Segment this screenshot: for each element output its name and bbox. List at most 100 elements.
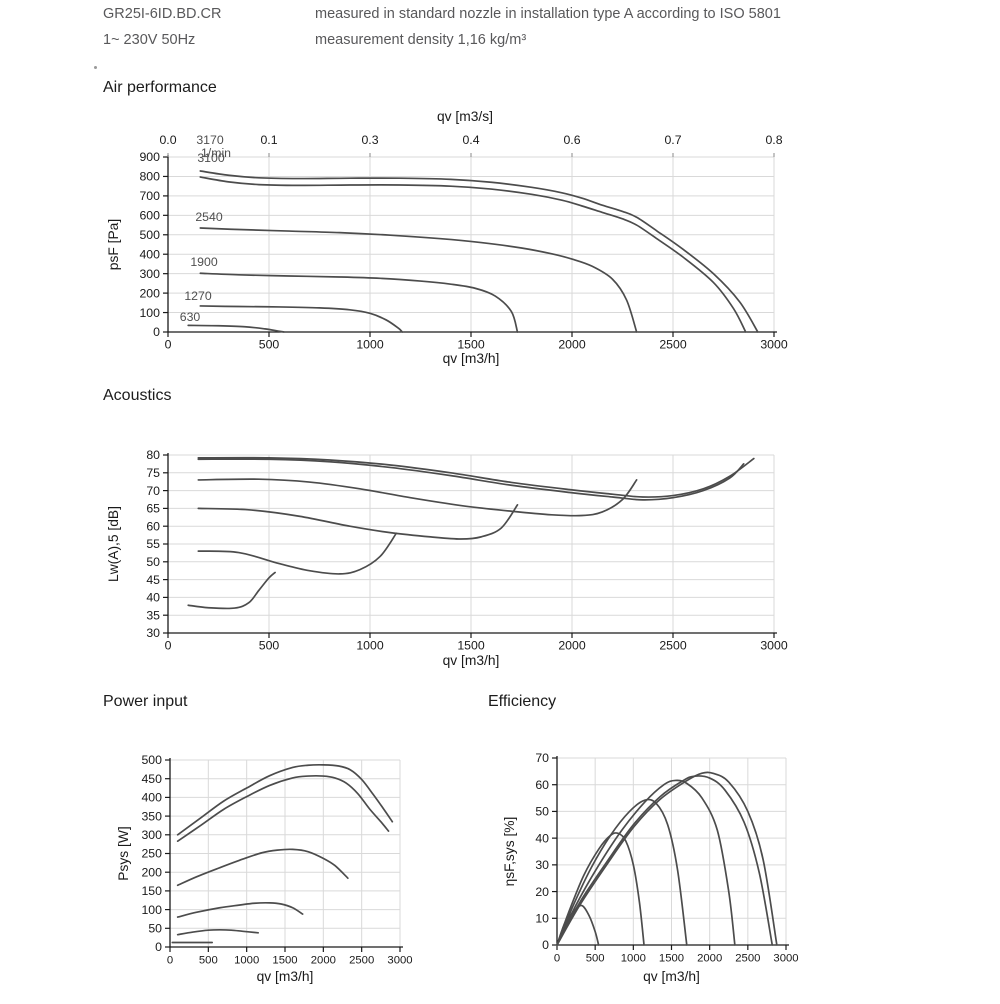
y-tick-label: 70 [146,484,160,498]
curve-label: 630 [180,310,201,324]
x-tick-label: 0 [165,338,172,352]
x-tick-label: 0 [554,953,560,965]
y-tick-label: 400 [141,791,162,805]
section-title-power-input: Power input [103,693,188,710]
curve-2540-1-min [176,848,349,887]
curve-1900-1-min [199,272,519,333]
curve-3100-1-min [176,774,390,843]
y-tick-label: 40 [146,591,160,605]
y-tick-label: 250 [141,847,162,861]
curve-1900-1-min [197,503,519,540]
y-tick-label: 55 [146,537,160,551]
y-tick-label: 50 [146,555,160,569]
chart-air [163,153,777,337]
y-tick-label: 300 [139,267,160,281]
x-axis-label: qv [m3/h] [643,969,700,984]
y-tick-label: 75 [146,466,160,480]
y-tick-label: 30 [146,626,160,640]
x-tick-label: 1000 [356,639,384,653]
chart-efficiency [552,756,789,950]
y-axis-label: Psys [W] [116,826,131,880]
y-tick-label: 150 [141,884,162,898]
y-tick-label: 20 [535,885,549,899]
curve-3170-1-min [176,763,394,836]
y-tick-label: 900 [139,150,160,164]
y-axis-label: Lw(A),5 [dB] [106,506,121,582]
y-tick-label: 300 [141,828,162,842]
x-tick-label: 1000 [234,955,259,967]
x-tick-label: 1500 [457,639,485,653]
curve-3100-1-min [199,176,747,333]
top-tick-label: 0.4 [462,133,479,147]
y-tick-label: 50 [148,922,162,936]
top-tick-label: 0.3 [361,133,378,147]
x-tick-label: 1500 [272,955,297,967]
x-tick-label: 500 [586,953,605,965]
y-tick-label: 45 [146,573,160,587]
y-tick-label: 200 [139,286,160,300]
section-title-air-performance: Air performance [103,79,217,96]
y-tick-label: 450 [141,772,162,786]
power-supply: 1~ 230V 50Hz [103,32,196,48]
x-tick-label: 0 [165,639,172,653]
y-tick-label: 100 [139,306,160,320]
x-tick-label: 2000 [558,639,586,653]
x-tick-label: 2000 [558,338,586,352]
curve-1900-1-min [176,901,304,918]
y-tick-label: 60 [535,778,549,792]
y-tick-label: 0 [155,940,162,954]
y-tick-label: 400 [139,247,160,261]
x-tick-label: 3000 [773,953,798,965]
x-tick-label: 3000 [387,955,412,967]
curve-label: 3170 [196,133,224,147]
x-axis-label: qv [m3/h] [443,351,500,366]
curve-label: 3100 [197,151,225,165]
x-tick-label: 500 [259,639,280,653]
x-tick-label: 1500 [659,953,684,965]
section-title-efficiency: Efficiency [488,693,557,710]
y-axis-label: psF [Pa] [106,219,121,270]
measurement-note: measured in standard nozzle in installat… [315,6,781,22]
y-axis-label: ηsF,sys [%] [502,817,517,887]
y-tick-label: 35 [146,608,160,622]
x-tick-label: 2500 [659,639,687,653]
y-tick-label: 10 [535,911,549,925]
x-tick-label: 0 [167,955,173,967]
curve-label: 1270 [184,289,212,303]
top-tick-label: 0.1 [260,133,277,147]
curve-label: 1900 [190,255,218,269]
x-tick-label: 1000 [621,953,646,965]
x-tick-label: 500 [259,338,280,352]
y-tick-label: 40 [535,831,549,845]
y-tick-label: 500 [139,228,160,242]
chart-acoustics [163,453,777,638]
y-tick-label: 700 [139,189,160,203]
density-note: measurement density 1,16 kg/m³ [315,32,527,48]
x-axis-label: qv [m3/h] [443,653,500,668]
chart-power [165,758,403,952]
x-tick-label: 1000 [356,338,384,352]
y-tick-label: 500 [141,753,162,767]
curve-3170-1-min [199,170,759,333]
y-tick-label: 350 [141,809,162,823]
x-tick-label: 2500 [735,953,760,965]
curve-1900-1-min [556,798,688,946]
top-tick-label: 0.0 [159,133,176,147]
curve-1270-1-min [556,832,645,946]
x-tick-label: 1500 [457,338,485,352]
curve-1270-1-min [199,305,404,333]
curve-2540-1-min [199,227,638,333]
x-tick-label: 3000 [760,639,788,653]
y-tick-label: 200 [141,865,162,879]
curve-3100-1-min [556,775,774,946]
curve-label: 2540 [195,210,223,224]
y-tick-label: 80 [146,448,160,462]
curve-630-1-min [187,571,276,610]
x-tick-label: 500 [199,955,218,967]
model-code: GR25I-6ID.BD.CR [103,6,222,22]
y-tick-label: 100 [141,903,162,917]
curve-630-1-min [187,324,285,333]
x-axis-label: qv [m3/h] [257,969,314,984]
